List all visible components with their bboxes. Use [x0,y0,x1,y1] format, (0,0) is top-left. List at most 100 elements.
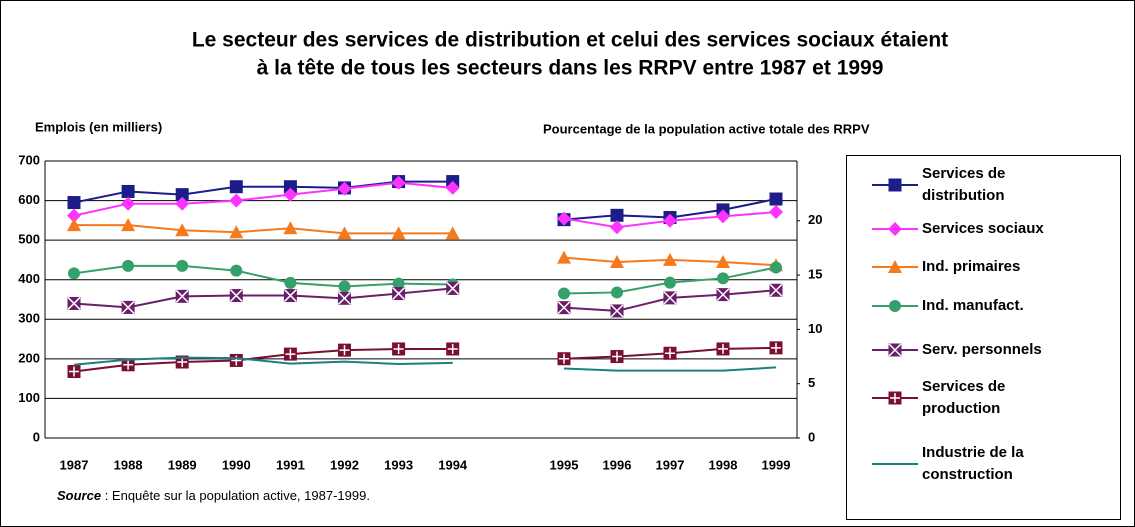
marker [558,287,570,300]
marker-cross [663,291,677,305]
marker-cross [339,345,350,356]
legend-label: Serv. personnels [922,341,1042,358]
x-tick-label: 1997 [656,457,685,472]
legend-marker [888,178,902,192]
marker [230,264,243,277]
x-tick-label: 1991 [276,457,305,472]
marker [391,226,406,240]
marker [121,184,135,198]
marker-cross [393,343,404,354]
marker-cross [557,301,571,315]
legend-marker-cross [890,393,900,403]
x-tick-label: 1990 [222,457,251,472]
marker [445,180,460,195]
x-tick-label: 1987 [60,457,89,472]
legend-label: Services sociaux [922,220,1044,237]
marker [611,286,623,299]
series-line [74,224,453,235]
x-tick-label: 1999 [762,457,791,472]
marker [610,255,624,269]
marker [67,218,81,232]
marker [663,213,677,228]
x-tick-label: 1992 [330,457,359,472]
legend-label: Ind. manufact. [922,297,1024,314]
marker [770,261,782,274]
x-tick-label: 1993 [384,457,413,472]
marker-cross [337,291,352,305]
marker-cross [769,283,783,297]
marker [229,193,244,208]
series-line [73,347,453,373]
marker [716,255,730,269]
x-tick-label: 1996 [603,457,632,472]
x-tick-label: 1988 [114,457,143,472]
legend-marker-cross [888,343,902,357]
marker-cross [229,289,243,303]
x-tick-label: 1989 [168,457,197,472]
marker [716,209,730,224]
legend-box [846,155,1121,520]
marker-cross [175,289,189,303]
y-tick-label: 200 [18,350,40,365]
marker-cross [283,289,297,303]
marker [121,218,136,232]
marker [176,259,189,272]
series-line [73,180,453,204]
marker [229,180,243,194]
marker-cross [392,287,406,301]
marker [67,196,81,210]
marker [338,280,351,293]
x-tick-label: 1998 [709,457,738,472]
marker [391,175,406,190]
marker-cross [123,359,134,370]
y2-tick-label: 0 [808,429,815,444]
marker-cross [716,288,730,302]
marker [610,208,624,222]
y-tick-label: 300 [18,311,40,326]
marker [769,205,783,220]
legend-label: Industrie de la construction [922,444,1024,483]
marker [664,276,676,289]
marker-cross [718,343,728,354]
marker [284,276,297,289]
y-axis-label: Emplois (en milliers) [35,119,162,134]
marker-cross [559,353,569,364]
x-tick-label: 1995 [550,457,579,472]
series-line [73,356,453,366]
y2-tick-label: 5 [808,375,815,390]
marker-cross [446,281,460,295]
marker [663,252,677,266]
source-text: : Enquête sur la population active, 1987… [101,488,370,503]
marker [283,221,298,235]
marker-cross [610,304,624,318]
series-line [73,181,453,217]
y2-tick-label: 10 [808,321,822,336]
marker-cross [121,300,135,314]
marker [67,208,81,223]
y2-tick-label: 15 [808,266,822,281]
series-line [563,366,777,372]
y2-axis-label: Pourcentage de la population active tota… [543,121,870,136]
marker-cross [67,296,81,310]
y-tick-label: 600 [18,192,40,207]
y-tick-label: 700 [18,152,40,167]
y-tick-label: 500 [18,232,40,247]
chart-title: à la tête de tous les secteurs dans les … [257,57,884,80]
marker-cross [665,348,675,359]
marker [175,223,190,237]
marker-cross [177,357,188,368]
y-tick-label: 100 [18,390,40,405]
legend-label: Services de production [922,378,1006,417]
marker-cross [771,342,781,353]
legend-label: Services de distribution [922,165,1006,204]
marker [445,226,460,240]
marker [717,272,729,285]
marker-cross [612,351,622,362]
x-tick-label: 1994 [438,457,468,472]
marker [337,226,352,240]
source: Source : Enquête sur la population activ… [57,488,370,503]
marker [175,196,190,211]
marker-cross [69,366,79,377]
legend-label: Ind. primaires [922,258,1021,275]
